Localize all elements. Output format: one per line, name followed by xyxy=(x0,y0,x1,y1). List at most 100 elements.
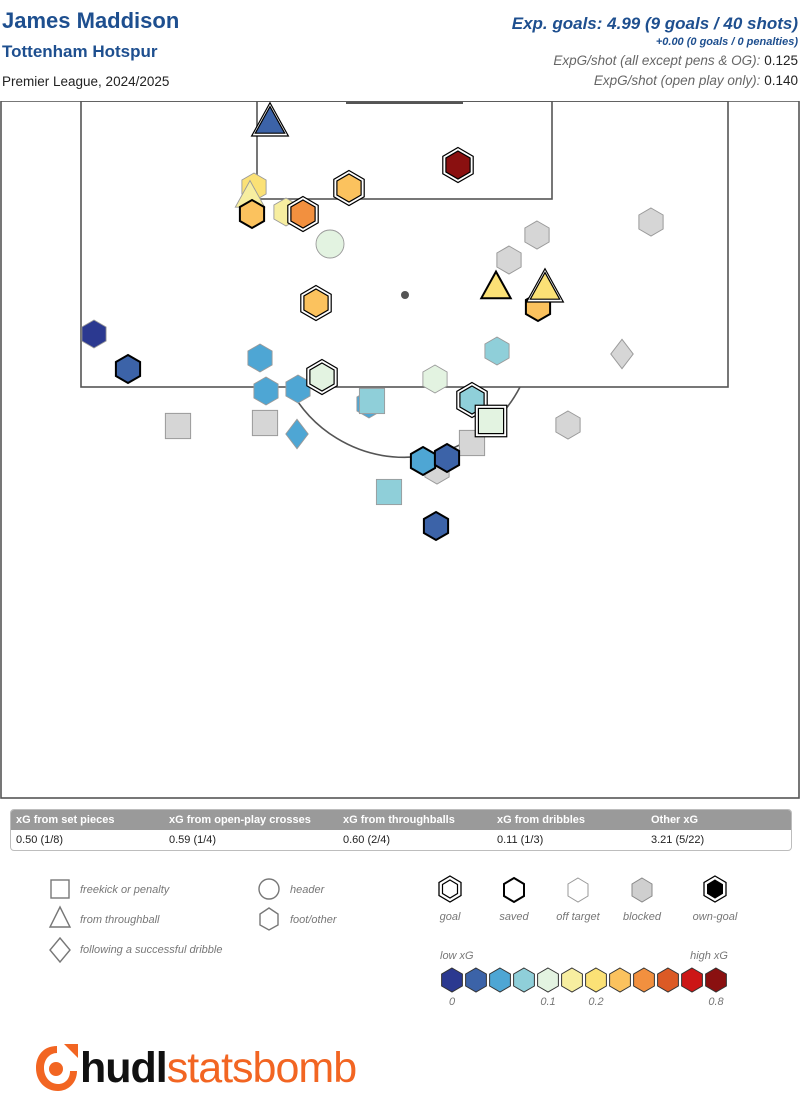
outcome-label: saved xyxy=(499,911,529,923)
wordmark-part1: hudl xyxy=(80,1044,168,1092)
shot-marker xyxy=(114,353,142,385)
penalty-spot xyxy=(401,291,409,299)
square-icon xyxy=(50,879,70,899)
shot-marker xyxy=(433,442,461,474)
shot-marker xyxy=(287,195,319,233)
shot-marker xyxy=(315,229,345,259)
shot-marker xyxy=(285,418,309,450)
shot-marker xyxy=(247,343,273,373)
scale-tick: 0.1 xyxy=(540,996,555,1008)
xg-per-shot-value: 0.125 xyxy=(764,53,798,68)
shot-off-target xyxy=(375,478,403,506)
shot-blocked xyxy=(638,207,664,237)
legend: freekick or penalty from throughball fol… xyxy=(48,875,738,1008)
shot-marker xyxy=(555,410,581,440)
shot-goal xyxy=(303,288,329,318)
shot-off-target xyxy=(285,418,309,450)
penalty-area xyxy=(80,101,729,388)
shot-marker xyxy=(333,169,365,207)
shot-marker xyxy=(164,412,192,440)
breakdown-value: 0.60 (2/4) xyxy=(343,834,391,846)
xg-scale-swatch xyxy=(585,967,607,993)
xg-breakdown-table: xG from set pieces xG from open-play cro… xyxy=(10,809,792,851)
shot-marker xyxy=(238,198,266,230)
xg-scale-swatch xyxy=(465,967,487,993)
shot-marker xyxy=(375,478,403,506)
scale-tick: 0.2 xyxy=(588,996,603,1008)
shot-goal xyxy=(290,199,316,229)
shot-saved xyxy=(479,269,513,300)
breakdown-label: xG from throughballs xyxy=(343,814,455,826)
off-target-icon xyxy=(567,877,589,903)
own-goal-icon xyxy=(707,879,723,899)
blocked-icon xyxy=(631,877,653,903)
scale-tick: 0.8 xyxy=(708,996,724,1008)
shot-marker xyxy=(474,404,508,438)
shot-marker xyxy=(484,336,510,366)
shot-saved xyxy=(409,445,437,477)
xg-scale-swatch xyxy=(633,967,655,993)
shots-layer xyxy=(81,101,664,542)
xg-scale-swatch xyxy=(657,967,679,993)
pitch-lines xyxy=(0,101,800,799)
shot-marker xyxy=(524,220,550,250)
hexagon-icon xyxy=(259,907,279,931)
shot-marker xyxy=(81,319,107,349)
player-name: James Maddison xyxy=(2,8,180,33)
shot-blocked xyxy=(524,220,550,250)
shot-off-target xyxy=(484,336,510,366)
goal-icon xyxy=(441,879,459,899)
scale-high-label: high xG xyxy=(690,950,728,962)
xg-scale-swatch xyxy=(561,967,583,993)
shape-legend-labels: freekick or penalty from throughball fol… xyxy=(80,884,338,956)
shot-marker xyxy=(422,364,448,394)
xg-penalties: +0.00 (0 goals / 0 penalties) xyxy=(655,36,798,48)
xg-color-scale xyxy=(441,967,727,993)
statsbomb-logo-icon xyxy=(36,1044,78,1091)
legend-label: from throughball xyxy=(80,914,160,926)
shot-goal xyxy=(254,105,286,134)
xg-scale-swatch xyxy=(537,967,559,993)
legend-label: foot/other xyxy=(290,914,338,926)
scale-tick: 0 xyxy=(449,996,456,1008)
outcome-label: blocked xyxy=(623,911,662,923)
shot-marker xyxy=(306,358,338,396)
shot-marker xyxy=(442,146,474,184)
six-yard-box xyxy=(256,101,553,200)
xg-per-shot-open: ExpG/shot (open play only): 0.140 xyxy=(512,73,798,88)
outcome-legend xyxy=(438,875,727,904)
shot-off-target xyxy=(422,364,448,394)
shot-marker xyxy=(496,245,522,275)
triangle-icon xyxy=(48,905,72,928)
breakdown-values: 0.50 (1/8) 0.59 (1/4) 0.60 (2/4) 0.11 (1… xyxy=(11,830,791,850)
outcome-label: own-goal xyxy=(693,911,738,923)
shot-marker xyxy=(409,445,437,477)
shot-marker xyxy=(300,284,332,322)
outcome-label: off target xyxy=(556,911,600,923)
breakdown-label: xG from open-play crosses xyxy=(169,814,311,826)
saved-icon xyxy=(503,876,525,904)
shot-marker xyxy=(525,267,565,303)
shot-marker xyxy=(479,269,513,300)
shot-marker xyxy=(422,510,450,542)
breakdown-value: 0.11 (1/3) xyxy=(497,834,544,846)
breakdown-label: xG from set pieces xyxy=(16,814,115,826)
shot-blocked xyxy=(610,338,634,370)
xg-total: Exp. goals: 4.99 (9 goals / 40 shots) xyxy=(511,14,798,33)
breakdown-label: Other xG xyxy=(651,814,699,826)
shot-blocked xyxy=(555,410,581,440)
pitch-outline xyxy=(0,101,800,799)
header-right: Exp. goals: 4.99 (9 goals / 40 shots) +0… xyxy=(512,14,798,88)
shot-marker xyxy=(251,409,279,437)
shot-saved xyxy=(114,353,142,385)
shot-marker xyxy=(638,207,664,237)
breakdown-value: 0.59 (1/4) xyxy=(169,834,217,846)
shot-off-target xyxy=(253,376,279,406)
xg-scale-swatch xyxy=(489,967,511,993)
shot-saved xyxy=(422,510,450,542)
shot-goal xyxy=(529,271,561,300)
shot-goal xyxy=(477,407,505,435)
xg-scale-swatch xyxy=(441,967,463,993)
xg-scale-swatch xyxy=(609,967,631,993)
outcome-legend-labels: goal saved off target blocked own-goal xyxy=(440,911,738,923)
